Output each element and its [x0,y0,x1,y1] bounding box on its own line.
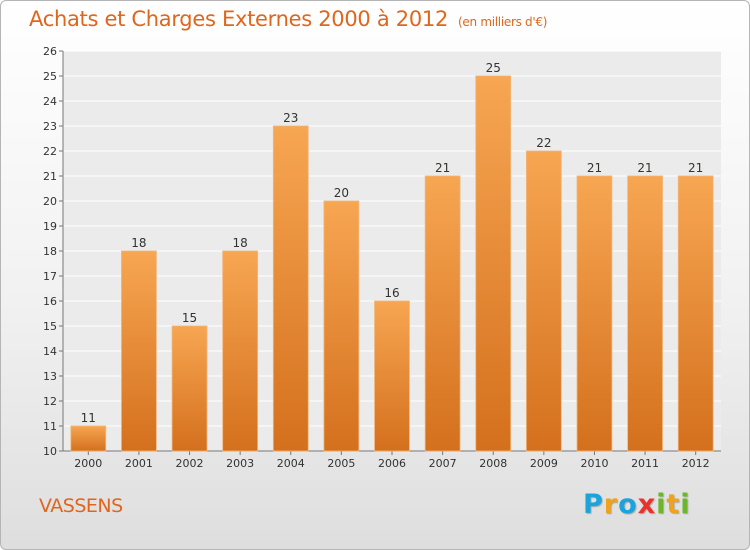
y-tick-label: 12 [43,395,57,408]
y-tick-label: 22 [43,145,57,158]
y-tick-label: 25 [43,70,57,83]
x-tick-label-2007: 2007 [429,457,457,470]
y-tick-label: 21 [43,170,57,183]
data-label-2011: 21 [637,161,652,175]
bar-2003 [222,250,259,452]
y-tick-label: 26 [43,45,57,58]
y-tick-label: 10 [43,445,57,458]
y-tick-label: 14 [43,345,57,358]
chart-title-text: Achats et Charges Externes 2000 à 2012 [29,7,449,31]
data-label-2009: 22 [536,136,551,150]
data-label-2001: 18 [131,236,146,250]
bar-2007 [424,175,461,452]
data-label-2012: 21 [688,161,703,175]
x-tick-label-2010: 2010 [580,457,608,470]
chart-subtitle: (en milliers d'€) [458,15,548,29]
bar-2001 [121,250,157,452]
label-layer: 11 18 15 18 23 20 16 21 25 22 21 21 21 [81,61,704,425]
commune-name: VASSENS [39,495,123,517]
x-tick-label-2001: 2001 [125,457,153,470]
bar-2009 [525,150,562,452]
data-label-2010: 21 [587,161,602,175]
y-tick-label: 15 [43,320,57,333]
y-tick-label: 11 [43,420,57,433]
y-tick-label: 20 [43,195,57,208]
data-label-2007: 21 [435,161,450,175]
bar-2006 [374,300,410,452]
x-tick-label-2004: 2004 [277,457,305,470]
y-tick-label: 18 [43,245,57,258]
x-tick-label-2002: 2002 [176,457,204,470]
y-tick-label: 23 [43,120,57,133]
data-label-2000: 11 [81,411,96,425]
x-tick-label-2006: 2006 [378,457,406,470]
bar-2012 [677,175,714,452]
x-tick-label-2005: 2005 [327,457,355,470]
data-label-2004: 23 [283,111,298,125]
bar-2005 [323,200,360,452]
bar-2000 [70,425,107,452]
data-label-2005: 20 [334,186,349,200]
bar-2011 [627,175,663,452]
data-label-2003: 18 [233,236,248,250]
data-label-2006: 16 [384,286,399,300]
y-tick-label: 16 [43,295,57,308]
bar-layer [70,75,714,452]
y-tick-label: 24 [43,95,57,108]
bar-2008 [475,75,512,452]
x-tick-label-2011: 2011 [631,457,659,470]
data-label-2008: 25 [486,61,501,75]
y-tick-label: 19 [43,220,57,233]
x-tick-label-2009: 2009 [530,457,558,470]
x-tick-label-2003: 2003 [226,457,254,470]
brand-logo: Proxiti [583,489,691,520]
bar-2004 [272,125,309,452]
y-tick-label: 17 [43,270,57,283]
x-tick-label-2012: 2012 [682,457,710,470]
data-label-2002: 15 [182,311,197,325]
chart-title: Achats et Charges Externes 2000 à 2012 (e… [29,7,547,31]
x-tick-label-2008: 2008 [479,457,507,470]
x-tick-label-2000: 2000 [74,457,102,470]
bar-2002 [171,325,208,452]
y-tick-label: 13 [43,370,57,383]
bar-2010 [576,175,613,452]
